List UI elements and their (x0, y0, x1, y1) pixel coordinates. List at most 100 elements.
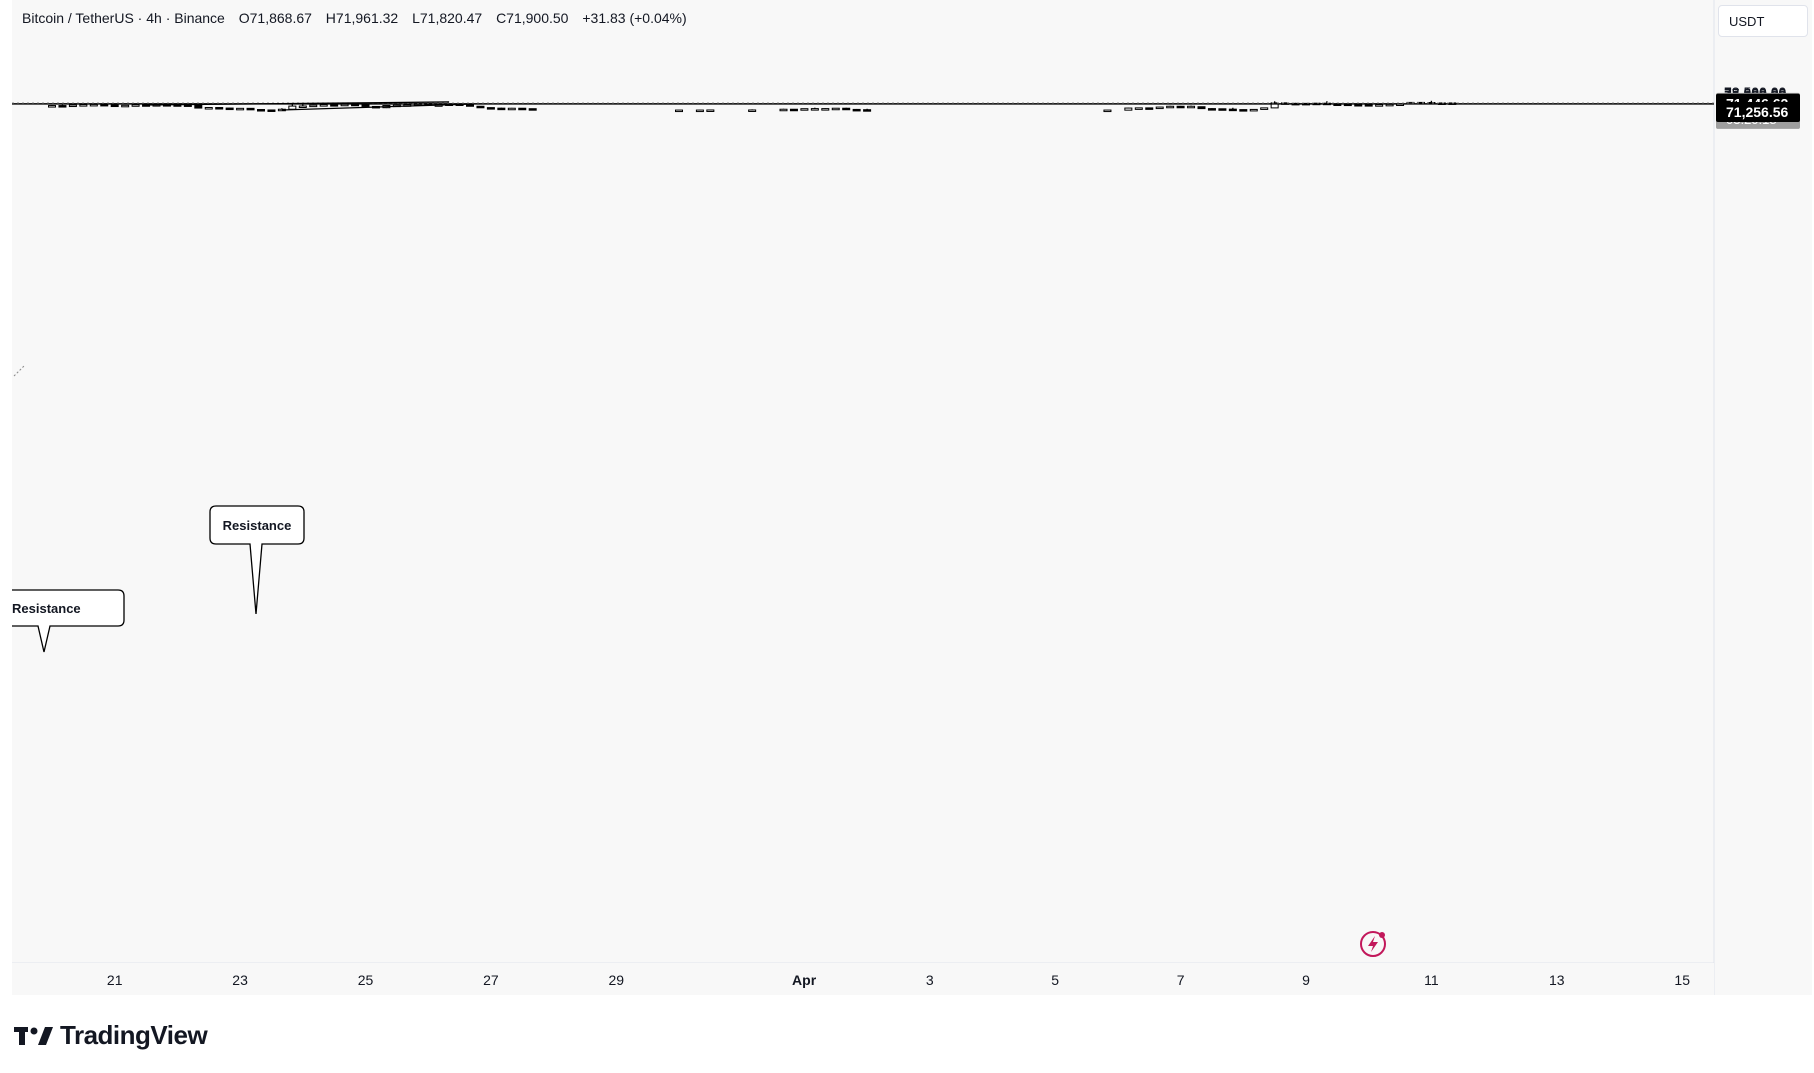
time-tick-label: 15 (1674, 972, 1690, 988)
candle-body (121, 104, 130, 108)
candle-body (1260, 107, 1269, 110)
candle-body (298, 105, 307, 109)
candle (1270, 101, 1279, 109)
candle-body (1270, 102, 1279, 109)
candle-body (1249, 108, 1258, 112)
candle (1207, 108, 1216, 111)
candle-body (319, 104, 328, 107)
candle-body (79, 104, 88, 107)
candle-body (1145, 107, 1154, 110)
level-badge-2: 71,256.56 (1716, 102, 1800, 123)
candle-body (779, 108, 788, 112)
time-tick-label: 21 (107, 972, 123, 988)
level-badge-2-bg (1716, 102, 1800, 123)
time-tick-label: 27 (483, 972, 499, 988)
price-badges: 71,900.5003:20:1871,446.6271,256.56 (1716, 92, 1800, 129)
candle-body (852, 108, 861, 112)
ohlc-open: O71,868.67 (238, 10, 312, 26)
candle-body (58, 105, 67, 108)
symbol-title[interactable]: Bitcoin / TetherUS · 4h · Binance (22, 10, 225, 26)
candle-body (361, 103, 370, 107)
candle (361, 103, 370, 107)
candle (675, 109, 683, 113)
candle (1145, 107, 1154, 110)
candle-body (330, 104, 339, 107)
time-axis[interactable]: 21 23 25 27 29 Apr 3 5 7 9 11 13 15 (107, 972, 1690, 988)
candle-body (110, 104, 119, 108)
callout-label: Resistance (223, 518, 292, 533)
candle (1124, 107, 1133, 111)
candle (695, 109, 704, 113)
candle (1166, 105, 1175, 109)
tradingview-logo-icon (14, 1026, 53, 1045)
candle (497, 107, 506, 111)
candle-body (225, 107, 234, 111)
tradingview-wordmark: TradingView (60, 1020, 208, 1050)
candle-body (821, 108, 830, 111)
resistance-callout[interactable]: Resistance (0, 589, 125, 653)
candle-body (1124, 107, 1133, 111)
candle (863, 108, 872, 112)
candle-body (1134, 107, 1143, 110)
callout-label: Resistance (12, 601, 81, 616)
candle (1249, 108, 1258, 112)
trendline-upper[interactable] (146, 101, 450, 106)
ohlc-close: C71,900.50 (496, 10, 569, 26)
tradingview-brand[interactable]: TradingView (14, 1020, 208, 1051)
candle-body (1364, 104, 1373, 107)
candle-body (1197, 106, 1206, 110)
trendline-lower[interactable] (281, 103, 471, 111)
resistance-callout[interactable]: Resistance (209, 505, 305, 615)
candle (821, 108, 830, 111)
candle-body (309, 104, 318, 108)
candle-body (1239, 109, 1248, 112)
ohlc-high: H71,961.32 (325, 10, 399, 26)
candle (476, 105, 485, 109)
candle-body (476, 105, 485, 109)
candle (194, 104, 203, 109)
flash-icon[interactable] (1360, 931, 1386, 957)
candle-body (497, 107, 506, 111)
ohlc-change: +31.83 (+0.04%) (582, 10, 687, 26)
callouts-layer: Resistance Resistance (0, 505, 305, 653)
candle (748, 109, 757, 112)
candle (706, 109, 715, 112)
candle (1239, 109, 1248, 112)
candle-body (1375, 104, 1384, 107)
candle-body (131, 104, 140, 107)
candle (48, 105, 56, 108)
candle-body (518, 107, 527, 111)
candle-body (1176, 105, 1185, 109)
candle (518, 107, 527, 111)
candle-body (68, 104, 77, 108)
candle-body (706, 109, 715, 112)
plot-clip-left (0, 0, 12, 963)
candles-layer (0, 0, 1714, 995)
candle-body (810, 108, 819, 111)
candle (831, 107, 840, 111)
candle-body (236, 107, 245, 111)
candle-body (1207, 108, 1216, 111)
currency-unit-button[interactable]: USDT (1718, 5, 1808, 37)
time-tick-label: 3 (926, 972, 934, 988)
candle-body (528, 108, 537, 111)
candle (1134, 107, 1143, 110)
candle-body (1218, 108, 1227, 111)
candle-body (48, 105, 56, 108)
callout-clip (0, 560, 12, 640)
plot-clip-bottom (12, 963, 1714, 995)
time-tick-label: 29 (609, 972, 625, 988)
candle-body (695, 109, 704, 113)
candle (852, 108, 861, 112)
candle (225, 107, 234, 111)
candle (215, 107, 224, 110)
time-tick-label: Apr (792, 972, 817, 988)
candle-body (257, 109, 265, 112)
time-tick-label: 7 (1177, 972, 1185, 988)
candle-body (1354, 104, 1363, 107)
candle-body (466, 104, 474, 107)
candle (110, 104, 119, 108)
candle-body (842, 107, 851, 111)
